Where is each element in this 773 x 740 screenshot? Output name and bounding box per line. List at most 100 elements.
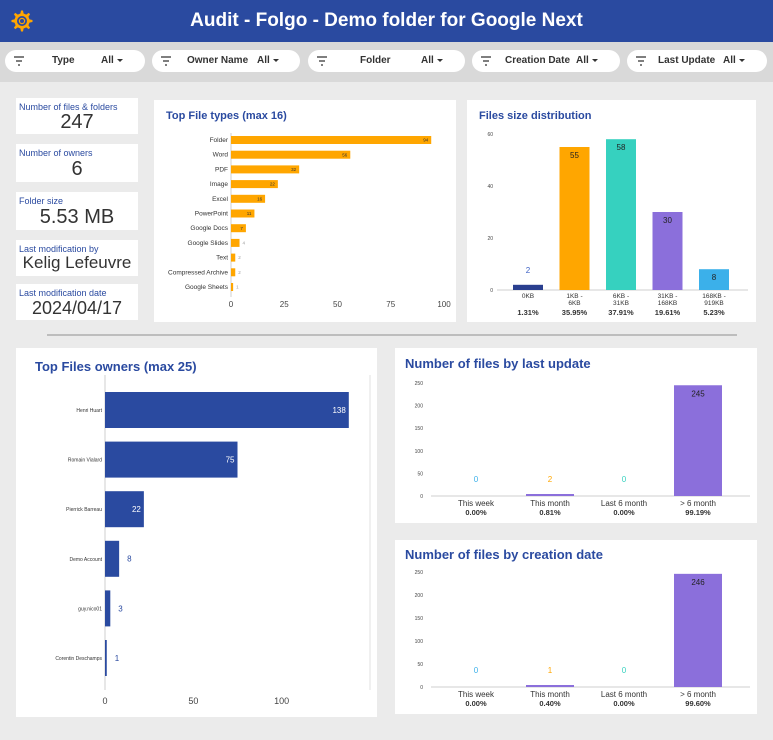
data-label: 0 (474, 475, 479, 484)
y-tick-label: 200 (415, 404, 424, 410)
data-label: 0 (474, 666, 479, 675)
percent-label: 99.60% (685, 699, 711, 708)
data-label: 4 (243, 241, 246, 246)
category-label: Pierrick Barreau (66, 507, 102, 513)
category-label: Google Sheets (185, 284, 229, 291)
owners-card: Top Files owners (max 25) 0 50 100 Henri Hu… (16, 348, 377, 717)
y-tick-label: 0 (420, 685, 423, 691)
gear-icon[interactable] (10, 9, 34, 33)
data-label: 55 (570, 151, 579, 160)
data-label: 1 (236, 285, 239, 290)
x-tick-label: 100 (274, 696, 289, 706)
last-update-card: Number of files by last update 250 200 150… (395, 348, 757, 523)
kpi-label: Last modification date (19, 288, 107, 298)
y-tick-label: 0 (490, 288, 493, 294)
filter-icon (317, 56, 327, 66)
kpi-value: 247 (60, 111, 94, 133)
category-label: > 6 month (680, 499, 716, 508)
kpi-label: Number of files & folders (19, 102, 118, 112)
y-tick-label: 60 (487, 132, 493, 138)
category-label: 6KB (568, 300, 580, 307)
bar (231, 150, 351, 159)
category-label: This month (530, 690, 570, 699)
category-label: This week (458, 690, 495, 699)
bar (674, 385, 722, 496)
bar (231, 136, 432, 144)
category-label: Compressed Archive (168, 269, 228, 276)
data-label: 2 (548, 475, 553, 484)
x-tick-label: 50 (333, 300, 342, 309)
percent-label: 1.31% (517, 308, 539, 317)
bar (231, 283, 234, 291)
category-label: Corentin Deschamps (55, 656, 102, 662)
bar (231, 224, 246, 233)
category-label: PDF (215, 166, 228, 173)
y-tick-label: 0 (420, 494, 423, 500)
category-label: Romain Vialard (68, 458, 102, 464)
data-label: 245 (691, 389, 705, 398)
bar (526, 494, 574, 496)
y-tick-label: 100 (415, 639, 424, 645)
filter-last-update[interactable]: Last Update All (627, 50, 767, 72)
category-label: Henri Huart (76, 408, 102, 414)
percent-label: 37.91% (608, 308, 634, 317)
percent-label: 0.00% (613, 508, 635, 517)
bar (526, 685, 574, 687)
percent-label: 0.40% (539, 699, 561, 708)
category-label: guy.nico01 (78, 606, 102, 612)
filter-type[interactable]: Type All (5, 50, 145, 72)
bar (652, 212, 683, 290)
divider (47, 334, 737, 336)
kpi-label: Folder size (19, 196, 64, 206)
category-label: Text (216, 255, 228, 262)
filter-creation-date[interactable]: Creation Date All (472, 50, 620, 72)
category-label: 168KB - (702, 293, 726, 300)
category-label: PowerPoint (195, 211, 228, 218)
x-tick-label: 100 (437, 300, 451, 309)
bar (231, 194, 266, 203)
data-label: 1 (115, 654, 120, 663)
kpi-label: Last modification by (19, 244, 99, 254)
y-tick-label: 50 (417, 662, 423, 668)
x-tick-label: 50 (188, 696, 198, 706)
percent-label: 0.00% (613, 699, 635, 708)
kpi-value: 2024/04/17 (31, 298, 123, 318)
data-label: 58 (617, 143, 626, 152)
y-tick-label: 250 (415, 381, 424, 387)
data-label: 32 (291, 167, 297, 172)
data-label: 138 (332, 406, 346, 415)
filter-label: Last Update (658, 55, 716, 66)
bar (699, 269, 729, 290)
category-label: This month (530, 499, 570, 508)
x-tick-label: 75 (386, 300, 395, 309)
filter-folder[interactable]: Folder All (308, 50, 465, 72)
bar (231, 238, 240, 247)
filter-icon (481, 56, 491, 66)
filter-label: Folder (360, 55, 391, 66)
kpi-owners-count: Number of owners 6 (16, 144, 138, 182)
creation-date-card: Number of files by creation date 250 200 1… (395, 540, 757, 714)
data-label: 2 (526, 266, 531, 275)
percent-label: 19.61% (655, 308, 681, 317)
filter-label: Owner Name (187, 55, 249, 66)
data-label: 2 (238, 270, 241, 275)
category-label: Last 6 month (601, 499, 647, 508)
data-label: 56 (342, 152, 348, 157)
filter-icon (14, 56, 24, 66)
data-label: 94 (423, 138, 429, 143)
chart-title: Top Files owners (max 25) (35, 359, 197, 374)
data-label: 22 (132, 505, 141, 514)
filter-owner-name[interactable]: Owner Name All (152, 50, 300, 72)
data-label: 8 (712, 273, 717, 282)
bar (606, 139, 636, 290)
chart-title: Files size distribution (479, 110, 592, 122)
filter-value: All (723, 55, 745, 66)
bar (231, 180, 278, 189)
filter-value: All (101, 55, 123, 66)
filter-icon (161, 56, 171, 66)
data-label: 2 (238, 255, 241, 260)
category-label: This week (458, 499, 495, 508)
